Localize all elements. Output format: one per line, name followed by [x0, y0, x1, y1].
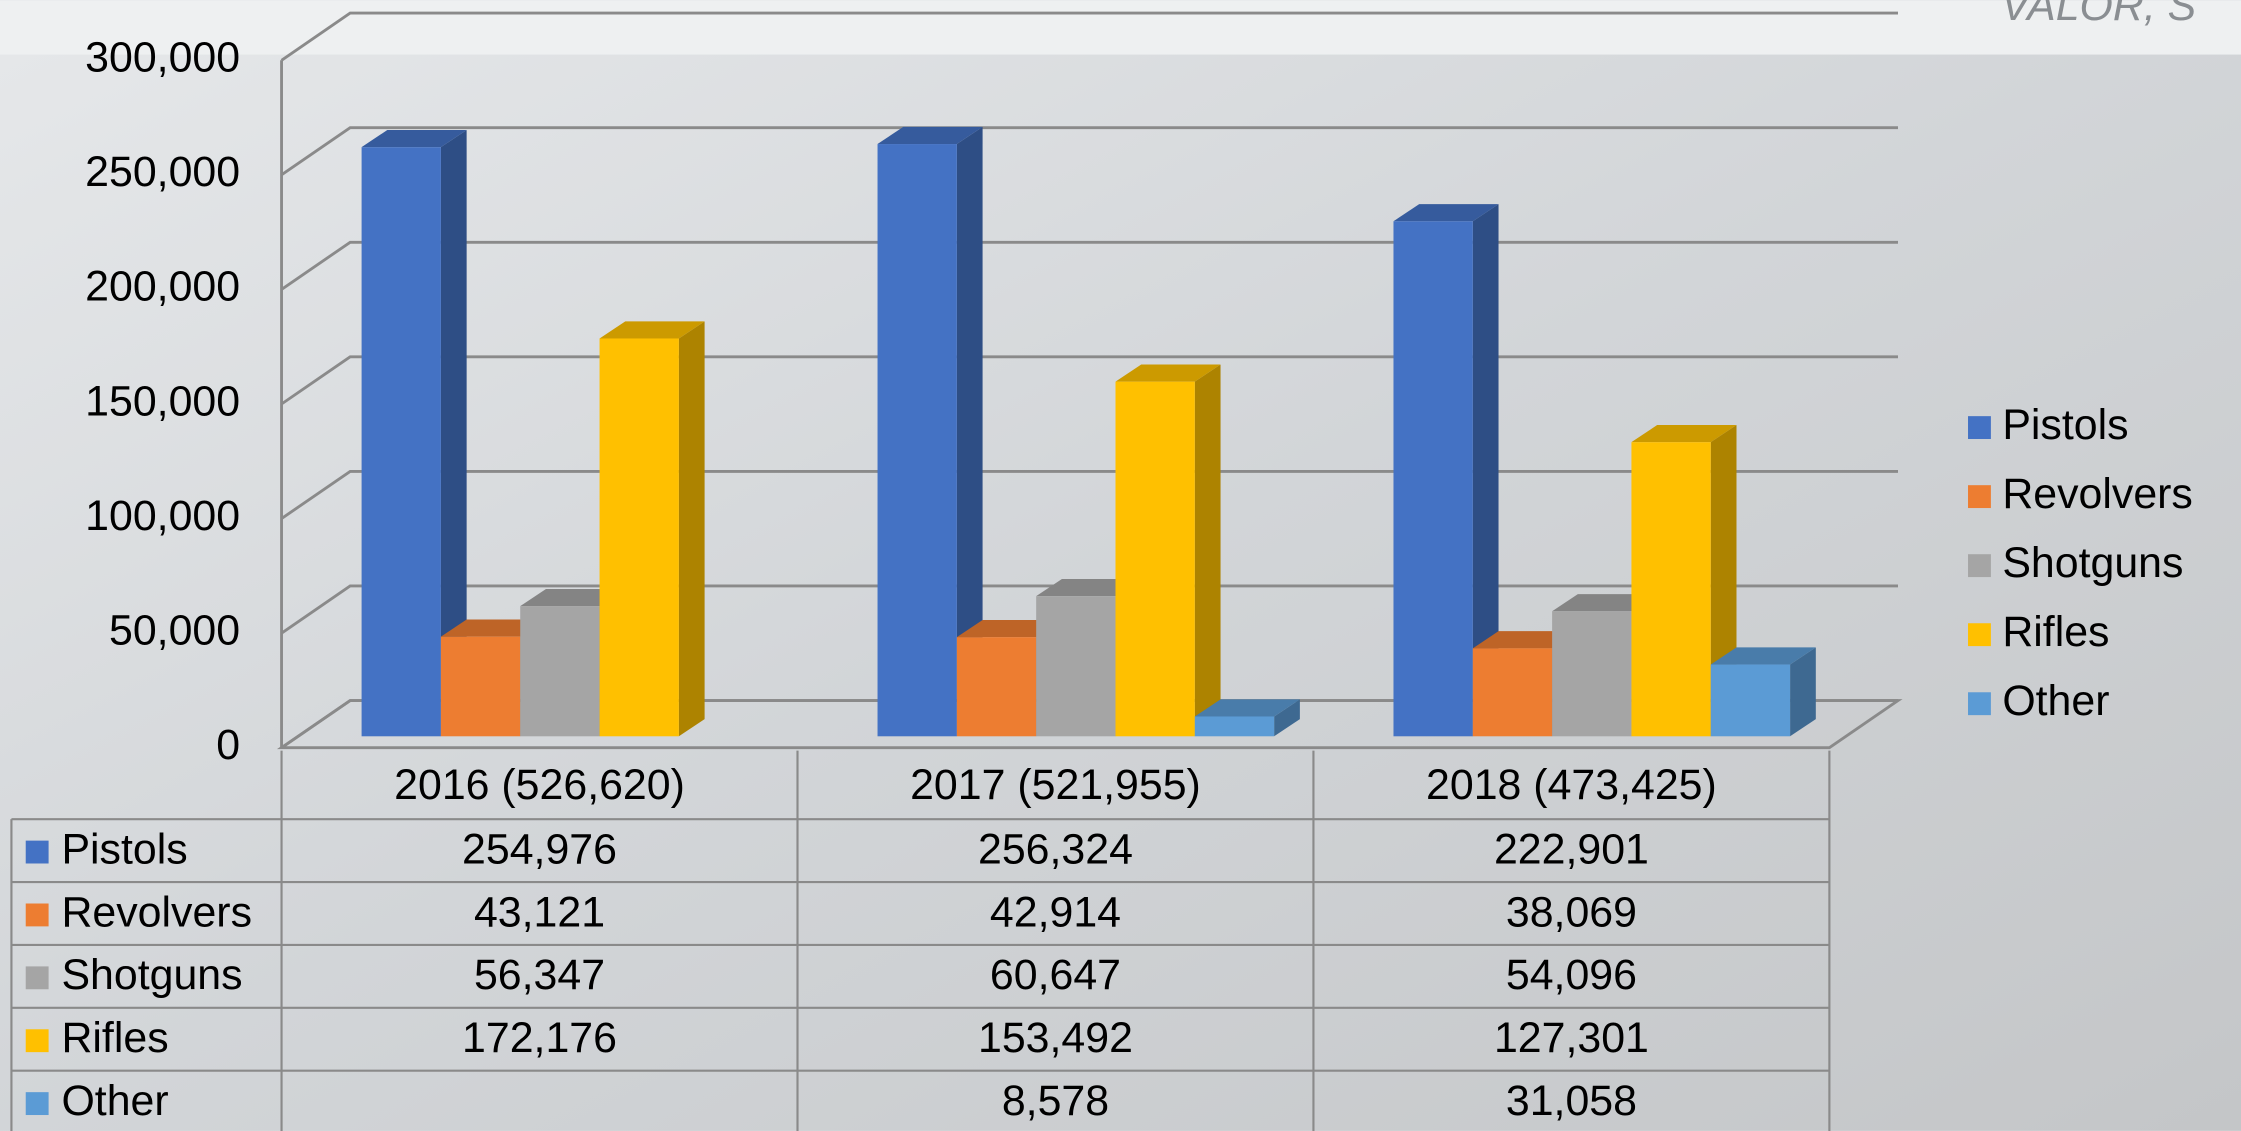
table-cell: 60,647: [990, 951, 1121, 999]
bar-face: [1790, 647, 1816, 737]
grid-line: [280, 355, 1898, 406]
bar-face: [1115, 364, 1221, 382]
bar-face: [1036, 596, 1116, 737]
bar-face: [520, 588, 626, 607]
bar-face: [1710, 647, 1816, 665]
y-tick-label: 300,000: [85, 34, 240, 82]
corner-text: VALOR, S: [2001, 0, 2197, 30]
bar-face: [1472, 631, 1578, 649]
x-tick-label: 2016 (526,620): [394, 761, 685, 809]
bar-face: [520, 606, 600, 737]
table-cell: 31,058: [1506, 1077, 1637, 1125]
bar-face: [599, 338, 679, 737]
y-tick-label: 250,000: [85, 148, 240, 196]
table-legend-key: [25, 966, 49, 990]
bar-face: [1710, 664, 1791, 737]
table-cell: 127,301: [1494, 1014, 1649, 1062]
bar-face: [956, 619, 1062, 638]
bar-face: [1393, 221, 1473, 737]
bar-face: [1472, 648, 1553, 737]
bar-face: [678, 321, 705, 737]
legend-key: [1968, 623, 1991, 647]
table-cell: 56,347: [474, 951, 605, 999]
bar-face: [1115, 381, 1195, 737]
bar-face: [956, 637, 1037, 737]
bar-face: [440, 619, 546, 637]
y-tick-label: 150,000: [85, 377, 240, 425]
header-band: [0, 0, 2241, 55]
table-legend-key: [25, 840, 49, 864]
table-legend-key: [25, 1029, 49, 1053]
bar-face: [1194, 716, 1275, 737]
legend-label: Revolvers: [2002, 470, 2193, 518]
grid-line: [280, 584, 1898, 635]
y-tick-label: 50,000: [109, 606, 240, 654]
bar-face: [1194, 364, 1221, 737]
table-cell: 8,578: [1002, 1077, 1109, 1125]
bar: [1115, 364, 1221, 737]
y-tick-label: 100,000: [85, 492, 240, 540]
y-tick-label: 200,000: [85, 263, 240, 311]
bar: [1631, 425, 1737, 737]
y-tick-label: 0: [216, 721, 240, 769]
bar-face: [1472, 204, 1499, 737]
bar-face: [877, 126, 983, 145]
x-tick-label: 2017 (521,955): [910, 761, 1201, 809]
bar-face: [956, 126, 983, 737]
table-cell: 256,324: [978, 825, 1133, 873]
legend-label: Rifles: [2002, 608, 2109, 656]
table-row-label: Other: [61, 1077, 168, 1125]
x-tick-label: 2018 (473,425): [1426, 761, 1717, 809]
legend-label: Other: [2002, 677, 2109, 725]
grid-line: [280, 11, 1898, 62]
table-cell: 38,069: [1506, 888, 1637, 936]
table-cell: 153,492: [978, 1014, 1133, 1062]
table-row-label: Rifles: [61, 1014, 168, 1062]
grid-line: [280, 126, 1898, 177]
table-cell: 42,914: [990, 888, 1121, 936]
bar-face: [1194, 699, 1300, 717]
bar-face: [1631, 425, 1737, 443]
table-row-label: Shotguns: [61, 951, 242, 999]
bar-face: [599, 321, 705, 339]
table-cell: 43,121: [474, 888, 605, 936]
bar-face: [1552, 594, 1658, 612]
grid-line: [280, 699, 1898, 749]
table-legend-key: [25, 1092, 49, 1116]
bar-face: [440, 636, 521, 737]
legend-label: Shotguns: [2002, 539, 2183, 587]
bar: [1194, 699, 1300, 737]
bar-face: [1631, 442, 1711, 737]
bar-face: [440, 130, 467, 737]
legend-key: [1968, 692, 1991, 716]
bar-face: [1552, 611, 1632, 737]
legend-label: Pistols: [2002, 401, 2128, 449]
bar: [440, 619, 546, 737]
legend-key: [1968, 554, 1991, 578]
table-cell: 54,096: [1506, 951, 1637, 999]
bar-face: [1393, 204, 1499, 222]
table-cell: 172,176: [462, 1014, 617, 1062]
table-row-label: Revolvers: [61, 888, 252, 936]
bar: [1393, 204, 1499, 737]
grid-line: [280, 240, 1898, 291]
table-cell: 254,976: [462, 825, 617, 873]
table-cell: 222,901: [1494, 825, 1649, 873]
bar: [599, 321, 705, 737]
bar-face: [361, 130, 467, 148]
legend-key: [1968, 416, 1991, 440]
bar: [361, 130, 467, 737]
legend-key: [1968, 485, 1991, 509]
grid-line: [280, 469, 1898, 520]
bar-face: [877, 144, 957, 737]
bar-face: [361, 147, 441, 737]
bar-face: [1274, 699, 1300, 737]
table-row-label: Pistols: [61, 825, 187, 873]
bar: [1710, 647, 1816, 737]
table-legend-key: [25, 903, 49, 927]
bar: [877, 126, 983, 737]
bar-face: [1036, 579, 1142, 597]
